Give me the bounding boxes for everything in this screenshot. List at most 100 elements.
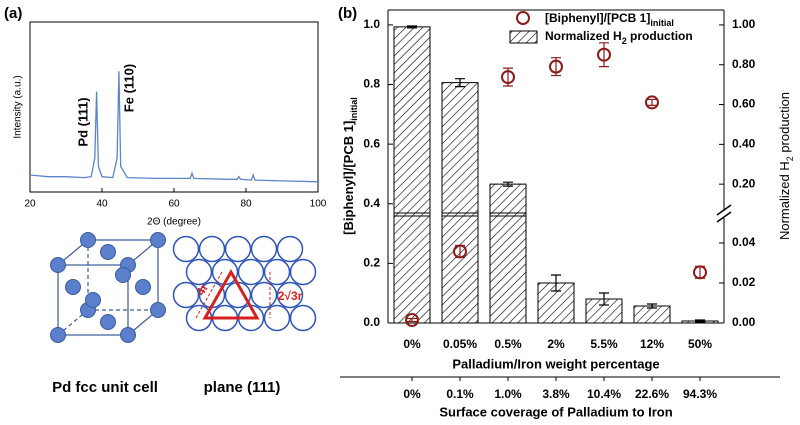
atom — [100, 314, 116, 330]
bar — [489, 183, 527, 324]
label-text: [Biphenyl]/[PCB 1] — [341, 121, 356, 235]
atom — [65, 279, 81, 295]
legend-subscript: initial — [650, 18, 674, 28]
label-subscript: 2 — [785, 156, 795, 161]
x2-tick-label: 3.8% — [542, 387, 570, 401]
x-tick-label: 20 — [24, 199, 36, 210]
y2-tick-label: 0.60 — [732, 97, 756, 111]
legend-marker — [516, 11, 530, 25]
atom — [80, 232, 96, 248]
x2-tick-label: 22.6% — [635, 387, 669, 401]
error-bar — [503, 181, 513, 187]
bar — [585, 298, 623, 324]
point — [501, 70, 515, 85]
point — [693, 265, 707, 280]
y-tick-label: 0.2 — [363, 256, 380, 270]
packed-atom — [276, 281, 304, 309]
y2-tick-label: 0.02 — [732, 275, 756, 289]
packed-atom — [250, 281, 278, 309]
x-tick-label: 100 — [310, 199, 327, 210]
bar — [393, 26, 431, 324]
y-axis-label: [Biphenyl]/[PCB 1]initial — [341, 97, 359, 235]
y-axis-label: Intensity (a.u.) — [13, 75, 24, 138]
error-bar — [647, 303, 657, 309]
packed-atom — [172, 235, 200, 263]
y2-tick-label: 1.00 — [732, 17, 756, 31]
x-axis-label: 2Θ (degree) — [147, 217, 201, 228]
error-bar — [647, 98, 657, 106]
x-tick-label: 60 — [168, 199, 180, 210]
panel-label: (a) — [4, 5, 22, 22]
point — [453, 244, 467, 259]
atom — [120, 327, 136, 343]
legend-marker — [509, 30, 538, 44]
label-subscript: initial — [349, 97, 359, 121]
legend-text: production — [627, 29, 693, 43]
atoms — [50, 232, 166, 343]
bar — [441, 82, 479, 324]
x2-tick-label: 0% — [403, 387, 421, 401]
x-tick-label: 80 — [240, 199, 252, 210]
legend-subscript: 2 — [622, 36, 627, 46]
point — [549, 59, 563, 74]
bar — [633, 305, 671, 324]
legend-label: Normalized H2 production — [545, 29, 693, 46]
bar — [537, 282, 575, 324]
x2-tick-label: 10.4% — [587, 387, 621, 401]
error-bar — [407, 25, 417, 29]
packed-atom — [263, 304, 291, 332]
error-bar — [599, 292, 609, 306]
error-bar — [551, 274, 561, 292]
atom — [135, 279, 151, 295]
y2-tick-label: 0.40 — [732, 137, 756, 151]
x-tick-label: 40 — [96, 199, 108, 210]
x-axis-label: Surface coverage of Palladium to Iron — [439, 404, 672, 419]
x-tick-label: 2% — [547, 337, 565, 351]
x-tick-label: 0.05% — [443, 337, 477, 351]
packed-atom — [237, 258, 265, 286]
diagram-caption: Pd fcc unit cell — [52, 379, 158, 396]
label-text: production — [777, 92, 792, 156]
plane-diagram — [172, 235, 317, 332]
x-tick-label: 5.5% — [590, 337, 618, 351]
y-tick-label: 0.6 — [363, 136, 380, 150]
y-tick-label: 0.0 — [363, 315, 380, 329]
atom — [50, 257, 66, 273]
legend-label: [Biphenyl]/[PCB 1]initial — [545, 11, 674, 28]
error-bar — [695, 319, 705, 323]
dimension-line — [195, 271, 223, 319]
cube-face — [57, 264, 129, 336]
error-bar — [599, 42, 609, 68]
error-bar — [455, 78, 465, 88]
y2-tick-label: 0.80 — [732, 57, 756, 71]
triangle — [202, 268, 260, 320]
x-tick-label: 0% — [403, 337, 421, 351]
x-tick-label: 50% — [688, 337, 712, 351]
y2-axis-label: Normalized H2 production — [777, 92, 795, 240]
atom — [150, 302, 166, 318]
x2-tick-label: 1.0% — [494, 387, 522, 401]
x2-tick-label: 94.3% — [683, 387, 717, 401]
x-tick-label: 0.5% — [494, 337, 522, 351]
label-text: Normalized H — [777, 161, 792, 240]
atom — [115, 267, 131, 283]
peak-annotation: Pd (111) — [75, 97, 90, 146]
y-tick-label: 1.0 — [363, 17, 380, 31]
packed-atom — [185, 258, 213, 286]
atom — [50, 327, 66, 343]
plot-frame — [29, 21, 319, 193]
atom — [150, 232, 166, 248]
atom — [100, 244, 116, 260]
axis-break — [716, 211, 732, 223]
x2-tick-label: 0.1% — [446, 387, 474, 401]
y-tick-label: 0.8 — [363, 77, 380, 91]
y2-tick-label: 0.00 — [732, 315, 756, 329]
x-axis-label: Palladium/Iron weight percentage — [452, 356, 659, 371]
diagram-caption: plane (111) — [204, 379, 281, 396]
y-tick-label: 0.4 — [363, 196, 380, 210]
atom — [85, 292, 101, 308]
legend-text: [Biphenyl]/[PCB 1] — [545, 11, 650, 25]
point — [597, 47, 611, 62]
panel-label: (b) — [338, 5, 357, 22]
